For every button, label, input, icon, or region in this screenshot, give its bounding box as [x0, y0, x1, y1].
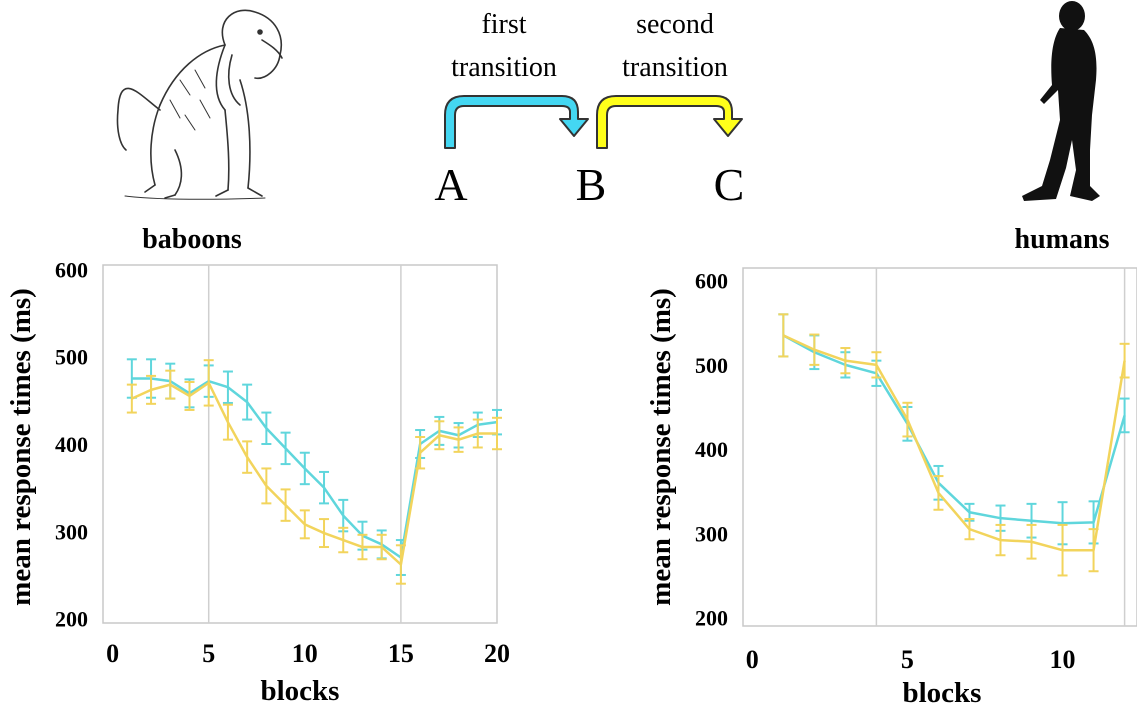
y-axis-label: mean response times (ms) — [645, 288, 677, 606]
second-transition-arrow — [596, 95, 743, 149]
series-line — [782, 334, 1126, 552]
y-tick-label: 600 — [695, 269, 728, 294]
x-tick-label: 20 — [484, 639, 510, 668]
y-tick-label: 500 — [695, 353, 728, 378]
x-tick-label: 0 — [746, 645, 759, 674]
plot-frame — [742, 267, 1137, 627]
x-tick-label: 0 — [106, 639, 119, 668]
second-transition-label-2: transition — [622, 52, 728, 83]
x-tick-label: 15 — [388, 639, 414, 668]
x-axis-label: blocks — [903, 677, 982, 709]
humans-chart: 200 300 400 500 600 0 5 10 blocks mean respons… — [645, 267, 1137, 709]
series-line — [131, 377, 498, 559]
y-tick-label: 200 — [55, 607, 88, 632]
first-transition-label-2: transition — [451, 52, 557, 83]
y-tick-label: 300 — [695, 521, 728, 546]
transition-diagram: first transition second transition A B C — [434, 9, 744, 210]
node-a: A — [434, 159, 467, 210]
first-transition-arrow — [444, 95, 589, 149]
y-tick-label: 300 — [55, 519, 88, 544]
y-tick-label: 400 — [695, 437, 728, 462]
x-tick-label: 10 — [1050, 645, 1076, 674]
baboons-title: baboons — [142, 224, 242, 255]
first-transition-label-1: first — [481, 9, 526, 40]
series-line — [782, 334, 1126, 525]
node-c: C — [714, 159, 745, 210]
node-b: B — [576, 159, 607, 210]
y-tick-label: 200 — [695, 606, 728, 631]
y-tick-label: 600 — [55, 257, 88, 282]
second-transition-label-1: second — [636, 9, 714, 40]
x-tick-label: 5 — [202, 639, 215, 668]
series-2 — [126, 359, 502, 585]
x-tick-label: 10 — [292, 639, 318, 668]
baboon-illustration — [116, 9, 283, 200]
x-axis-label: blocks — [261, 675, 340, 707]
y-axis-label: mean response times (ms) — [5, 288, 37, 606]
y-tick-label: 500 — [55, 345, 88, 370]
y-tick-label: 400 — [55, 432, 88, 457]
humans-title: humans — [1015, 224, 1110, 255]
x-tick-label: 5 — [901, 645, 914, 674]
baboons-chart: 200 300 400 500 600 0 5 10 15 20 blocks mean res… — [5, 257, 510, 707]
series-line — [131, 381, 497, 566]
series-2 — [778, 313, 1130, 577]
human-silhouette — [1022, 1, 1100, 201]
